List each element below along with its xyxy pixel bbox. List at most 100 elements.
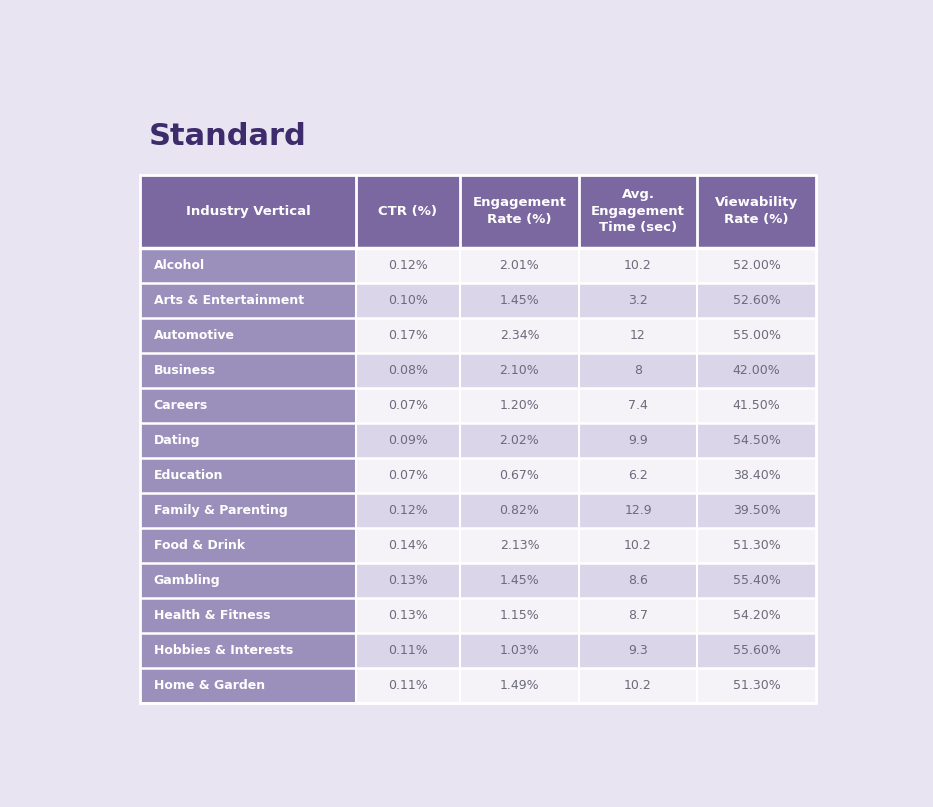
Text: Gambling: Gambling [154,574,220,587]
Text: 3.2: 3.2 [628,294,648,307]
Bar [141,388,355,423]
Text: 10.2: 10.2 [624,259,652,272]
Text: 2.34%: 2.34% [500,328,539,342]
Text: 0.67%: 0.67% [499,469,539,482]
Bar [578,353,697,388]
Bar [697,562,815,598]
Bar [355,562,460,598]
Bar [141,598,355,633]
Bar [141,318,355,353]
Bar [460,458,578,493]
Text: 6.2: 6.2 [628,469,648,482]
Text: Standard: Standard [149,122,307,151]
Text: 0.13%: 0.13% [388,608,428,621]
Text: 41.50%: 41.50% [732,399,780,412]
Bar [578,318,697,353]
Bar [460,528,578,562]
Bar [141,493,355,528]
Text: 1.45%: 1.45% [499,294,539,307]
Text: 51.30%: 51.30% [732,679,780,692]
Text: CTR (%): CTR (%) [379,205,438,218]
Bar [141,353,355,388]
Text: Careers: Careers [154,399,208,412]
Bar [355,353,460,388]
Bar [697,388,815,423]
Text: 38.40%: 38.40% [732,469,780,482]
Bar [697,633,815,667]
Text: 7.4: 7.4 [628,399,648,412]
Bar [141,528,355,562]
Text: 54.20%: 54.20% [732,608,780,621]
Bar [141,174,815,703]
Text: 0.07%: 0.07% [388,399,428,412]
Bar [697,353,815,388]
Text: Engagement
Rate (%): Engagement Rate (%) [472,196,566,226]
Text: 8: 8 [634,364,642,377]
Bar [578,248,697,282]
Bar [578,633,697,667]
Text: Arts & Entertainment: Arts & Entertainment [154,294,303,307]
Text: 12: 12 [630,328,646,342]
Bar [141,667,355,703]
Text: 55.40%: 55.40% [732,574,781,587]
Text: 0.09%: 0.09% [388,434,428,447]
Bar [355,423,460,458]
Text: Automotive: Automotive [154,328,234,342]
Text: 9.3: 9.3 [628,644,648,657]
Text: Hobbies & Interests: Hobbies & Interests [154,644,293,657]
Text: 1.45%: 1.45% [499,574,539,587]
Bar [578,458,697,493]
Text: Alcohol: Alcohol [154,259,204,272]
Bar [697,598,815,633]
Text: 2.01%: 2.01% [499,259,539,272]
Text: 1.20%: 1.20% [499,399,539,412]
Bar [460,598,578,633]
Text: 12.9: 12.9 [624,504,652,516]
Text: 0.12%: 0.12% [388,259,428,272]
Text: Avg.
Engagement
Time (sec): Avg. Engagement Time (sec) [592,188,685,234]
Bar [355,388,460,423]
Text: 51.30%: 51.30% [732,539,780,552]
Bar [578,388,697,423]
Bar [355,598,460,633]
Text: 0.14%: 0.14% [388,539,428,552]
Bar [460,633,578,667]
Bar [697,318,815,353]
Text: 2.13%: 2.13% [500,539,539,552]
Text: 0.17%: 0.17% [388,328,428,342]
Text: 10.2: 10.2 [624,679,652,692]
Bar [460,388,578,423]
Text: Business: Business [154,364,216,377]
Bar [355,528,460,562]
Bar [355,248,460,282]
Bar [697,458,815,493]
Bar [141,458,355,493]
Bar [460,493,578,528]
Text: 54.50%: 54.50% [732,434,781,447]
Text: 10.2: 10.2 [624,539,652,552]
Bar [355,633,460,667]
Text: 0.11%: 0.11% [388,679,428,692]
Text: 52.60%: 52.60% [732,294,780,307]
Text: Food & Drink: Food & Drink [154,539,244,552]
Text: 55.60%: 55.60% [732,644,781,657]
Bar [460,282,578,318]
Bar [460,423,578,458]
Bar [578,423,697,458]
Bar [141,562,355,598]
Text: 2.10%: 2.10% [499,364,539,377]
Bar [578,667,697,703]
Bar [578,562,697,598]
Bar [141,282,355,318]
Bar [460,353,578,388]
Text: 42.00%: 42.00% [732,364,780,377]
Bar [355,458,460,493]
Bar [460,562,578,598]
Bar [460,667,578,703]
Bar [141,248,355,282]
Bar [578,598,697,633]
Text: Industry Vertical: Industry Vertical [186,205,311,218]
Text: 9.9: 9.9 [628,434,648,447]
Bar [355,667,460,703]
Text: Home & Garden: Home & Garden [154,679,265,692]
